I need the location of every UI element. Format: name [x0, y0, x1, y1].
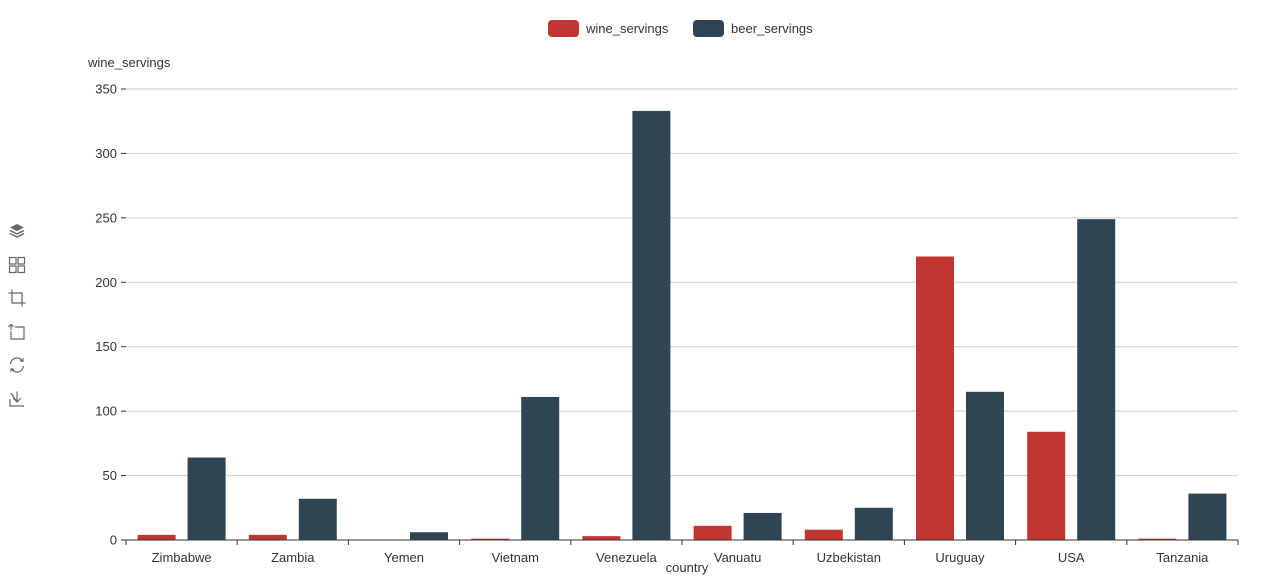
bar-wine_servings-vanuatu[interactable] [693, 525, 732, 540]
x-axis [125, 539, 1239, 545]
bar-wine_servings-usa[interactable] [1027, 431, 1066, 540]
toolbox [6, 220, 28, 421]
legend-label-beer_servings[interactable]: beer_servings [731, 21, 813, 36]
x-axis-ticks: Zimbabwe Zambia Yemen Vietnam Venezuela Vanua… [152, 550, 1210, 565]
y-tick-label: 50 [103, 468, 117, 483]
legend-label-wine_servings[interactable]: wine_servings [585, 21, 669, 36]
y-tick-label: 300 [95, 146, 117, 161]
x-tick-label: Vietnam [491, 550, 538, 565]
x-tick-label: USA [1058, 550, 1085, 565]
bars[interactable] [137, 110, 1227, 541]
bar-wine_servings-zambia[interactable] [248, 534, 287, 540]
legend[interactable]: wine_servings beer_servings [548, 20, 813, 37]
y-tick-label: 150 [95, 339, 117, 354]
y-axis-ticks: 0 50 100 150 200 250 300 350 [95, 82, 126, 548]
bar-beer_servings-zambia[interactable] [298, 498, 337, 540]
legend-swatch-wine_servings[interactable] [548, 20, 579, 37]
bar-wine_servings-uzbekistan[interactable] [804, 529, 843, 540]
x-tick-label: Uzbekistan [817, 550, 881, 565]
x-tick-label: Zimbabwe [152, 550, 212, 565]
bar-wine_servings-uruguay[interactable] [916, 256, 954, 540]
data-zoom-icon[interactable] [6, 287, 28, 309]
y-axis-label: wine_servings [87, 55, 171, 70]
bar-wine_servings-vietnam[interactable] [471, 538, 510, 540]
x-axis-label: country [666, 560, 709, 575]
restore-icon[interactable] [6, 354, 28, 376]
bar-beer_servings-uzbekistan[interactable] [854, 507, 893, 540]
y-tick-label: 200 [95, 275, 117, 290]
legend-swatch-beer_servings[interactable] [693, 20, 724, 37]
x-tick-label: Yemen [384, 550, 424, 565]
bar-wine_servings-venezuela[interactable] [582, 536, 621, 540]
tiled-icon[interactable] [6, 254, 28, 276]
bar-beer_servings-usa[interactable] [1077, 219, 1116, 540]
x-tick-label: Tanzania [1156, 550, 1209, 565]
stack-icon[interactable] [6, 220, 28, 242]
y-tick-label: 100 [95, 404, 117, 419]
bar-beer_servings-tanzania[interactable] [1188, 493, 1227, 540]
bar-wine_servings-tanzania[interactable] [1138, 538, 1177, 540]
bar-beer_servings-uruguay[interactable] [966, 391, 1004, 540]
bar-beer_servings-venezuela[interactable] [632, 110, 671, 541]
y-tick-label: 250 [95, 210, 117, 225]
save-as-image-icon[interactable] [6, 388, 28, 410]
y-tick-label: 0 [110, 533, 117, 548]
x-tick-label: Venezuela [596, 550, 657, 565]
x-tick-label: Vanuatu [714, 550, 761, 565]
bar-wine_servings-zimbabwe[interactable] [137, 534, 176, 540]
grid-lines [126, 88, 1238, 477]
zoom-reset-icon[interactable] [6, 321, 28, 343]
bar-beer_servings-zimbabwe[interactable] [187, 457, 226, 540]
x-tick-label: Zambia [271, 550, 315, 565]
y-tick-label: 350 [95, 82, 117, 97]
x-tick-label: Uruguay [935, 550, 985, 565]
bar-beer_servings-vietnam[interactable] [521, 396, 560, 540]
bar-beer_servings-yemen[interactable] [410, 532, 448, 540]
bar-beer_servings-vanuatu[interactable] [743, 512, 782, 540]
